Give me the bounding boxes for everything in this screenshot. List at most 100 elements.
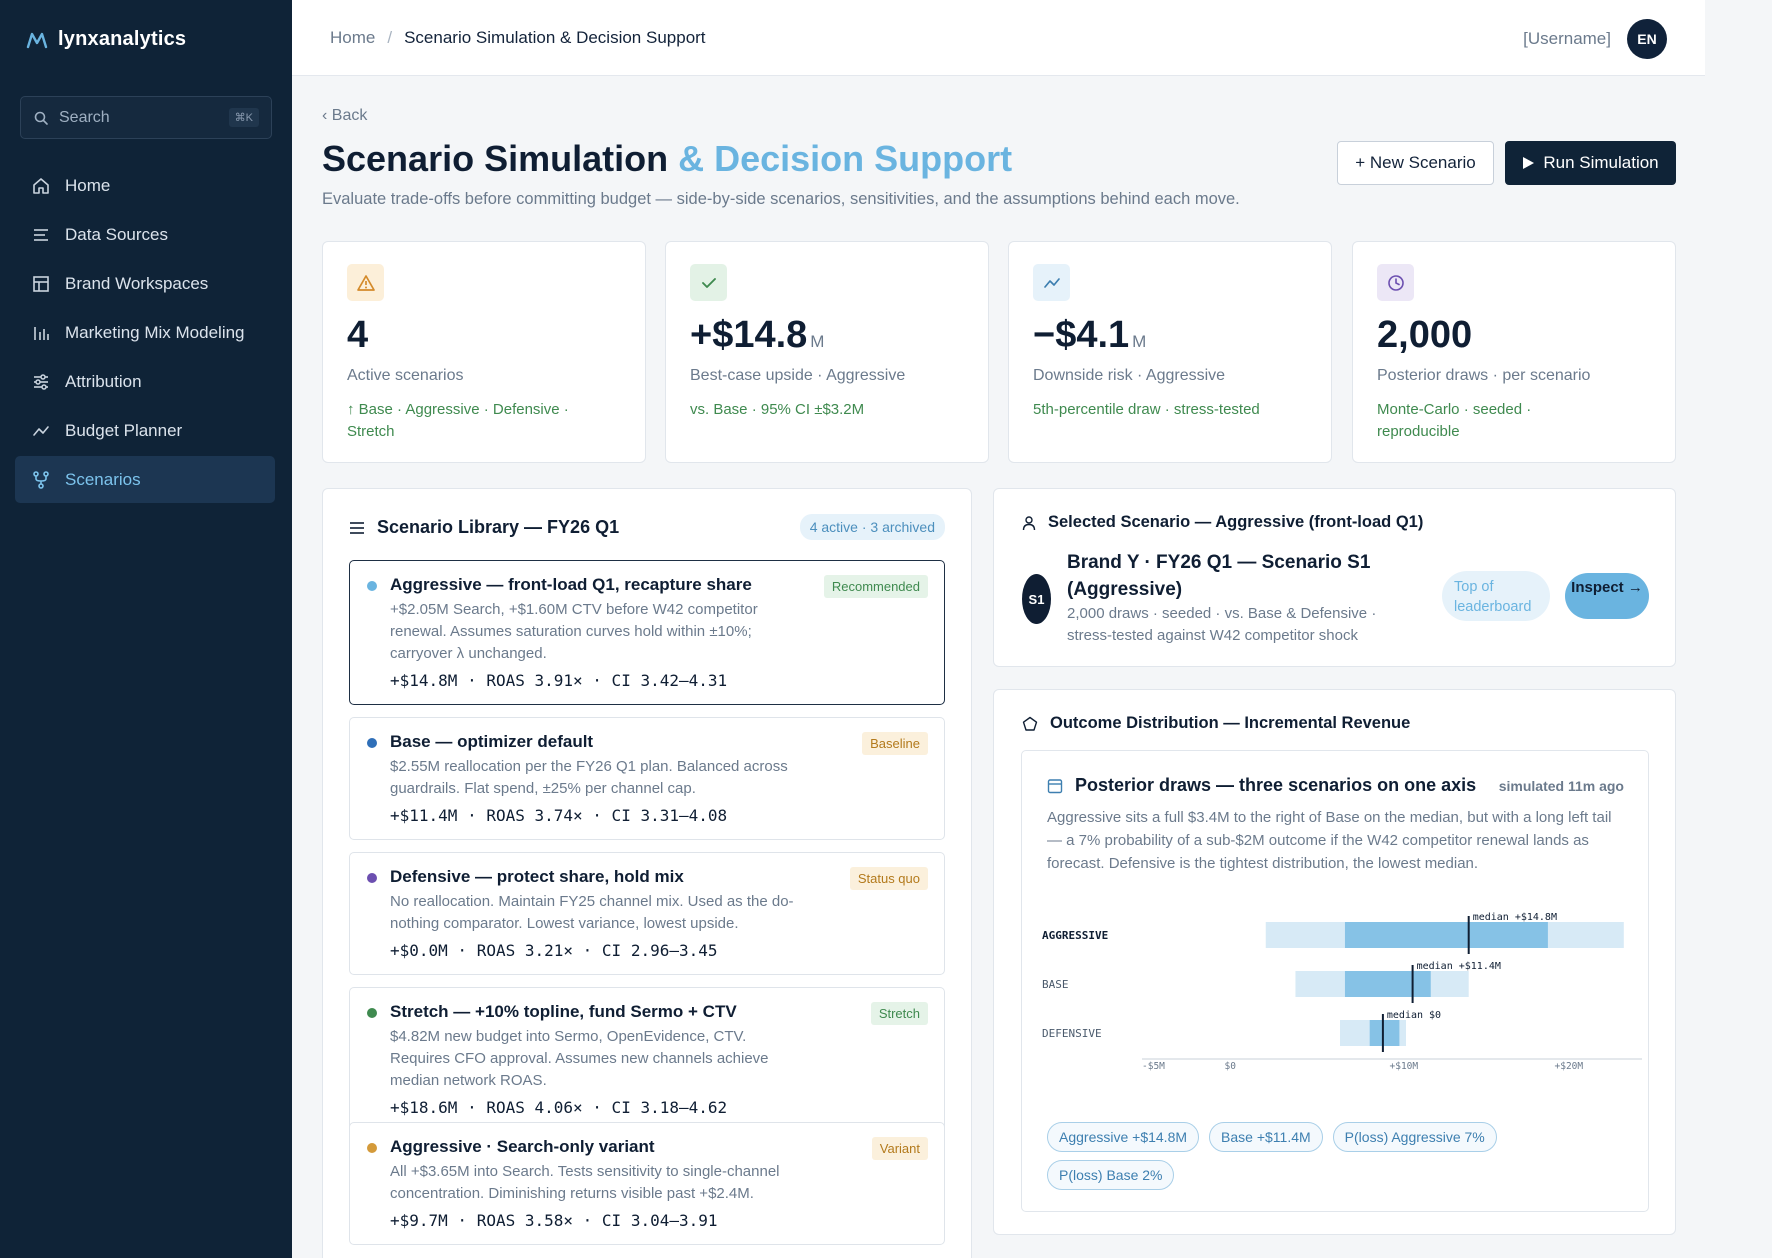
iqr-bar [1369,1020,1400,1046]
scenario-tag: Baseline [862,732,928,755]
lynx-logo-icon [26,32,48,48]
posterior-draws-header: Posterior draws — three scenarios on one… [1047,775,1476,796]
avatar[interactable]: EN [1627,19,1667,59]
kpi-label: Active scenarios [347,366,464,384]
kpi-label: Downside risk · Aggressive [1033,366,1226,384]
distribution-chart: AGGRESSIVE median +$14.8M BASE median +$11.… [1042,912,1642,1071]
scenario-metrics: +$0.0M · ROAS 3.21× · CI 2.96–3.45 [390,941,718,960]
run-simulation-button[interactable]: Run Simulation [1505,141,1676,185]
scenario-card-aggressive[interactable]: Aggressive — front-load Q1, recapture sh… [349,560,945,705]
layout-icon [33,275,49,292]
breadcrumb: Home / Scenario Simulation & Decision Su… [330,28,706,48]
scenario-title: Defensive — protect share, hold mix [390,867,684,886]
page-subtitle: Evaluate trade-offs before committing bu… [322,190,1240,208]
kpi-note: vs. Base · 95% CI ±$3.2M [690,400,865,418]
page-title-accent: & Decision Support [678,138,1013,179]
pentagon-icon [1022,716,1038,731]
search-input[interactable]: Search ⌘K [20,96,272,139]
outcome-distribution-panel: Outcome Distribution — Incremental Reven… [993,689,1676,1235]
search-shortcut: ⌘K [228,108,259,127]
sidebar-item-attribution[interactable]: Attribution [15,358,275,405]
selected-scenario-header: Selected Scenario — Aggressive (front-lo… [1022,513,1423,532]
median-label: median +$11.4M [1417,961,1501,972]
scenario-color-dot [367,1008,377,1018]
scenario-color-dot [367,873,377,883]
trend-icon [1033,264,1070,301]
back-link[interactable]: ‹ Back [322,107,368,124]
scenario-card-base[interactable]: Base — optimizer default $2.55M realloca… [349,717,945,840]
kpi-note: 5th-percentile draw · stress-tested [1033,400,1260,418]
search-icon [34,111,48,125]
chip-ploss-aggressive[interactable]: P(loss) Aggressive 7% [1332,1122,1497,1152]
scenario-tag: Variant [871,1137,928,1160]
scenario-card-defensive[interactable]: Defensive — protect share, hold mix No r… [349,852,945,975]
x-tick-label: +$20M [1555,1061,1584,1071]
page-title: Scenario Simulation & Decision Support [322,138,1012,180]
scenario-metrics: +$11.4M · ROAS 3.74× · CI 3.31–4.08 [390,806,728,825]
page-title-main: Scenario Simulation [322,138,669,179]
branch-icon [33,470,49,489]
scenario-color-dot [367,738,377,748]
kpi-label: Posterior draws · per scenario [1377,366,1591,384]
brand-name: lynxanalytics [58,28,187,50]
chip-aggressive-median[interactable]: Aggressive +$14.8M [1047,1122,1200,1152]
kpi-value: −$4.1 M [1033,314,1147,356]
kpi-card-active-scenarios: 4 Active scenarios ↑ Base · Aggressive ·… [322,241,646,463]
scenario-library-panel: Scenario Library — FY26 Q1 4 active · 3 … [322,488,972,1258]
check-icon [690,264,727,301]
scenario-badge: S1 [1022,574,1051,624]
kpi-value: 4 [347,314,369,356]
sidebar-item-label: Budget Planner [65,420,183,440]
scenario-color-dot [367,1143,377,1153]
run-simulation-label: Run Simulation [1543,153,1659,172]
inspect-button[interactable]: Inspect → [1565,573,1649,619]
calendar-icon [1047,778,1063,793]
scenario-metrics: +$18.6M · ROAS 4.06× · CI 3.18–4.62 [390,1098,728,1117]
sidebar-item-marketing-mix-modeling[interactable]: Marketing Mix Modeling [15,309,275,356]
new-scenario-button[interactable]: + New Scenario [1337,141,1494,185]
scenario-description: $4.82M new budget into Sermo, OpenEviden… [390,1028,769,1089]
kpi-label: Best-case upside · Aggressive [690,366,906,384]
scenario-card-search-variant[interactable]: Aggressive · Search-only variant All +$3… [349,1122,945,1245]
scenario-title: Aggressive — front-load Q1, recapture sh… [390,575,752,594]
sidebar-item-budget-planner[interactable]: Budget Planner [15,407,275,454]
x-tick-label: $0 [1225,1061,1237,1071]
iqr-bar [1344,971,1431,997]
sidebar-item-home[interactable]: Home [15,162,275,209]
sidebar-item-data-sources[interactable]: Data Sources [15,211,275,258]
scenario-description: All +$3.65M into Search. Tests sensitivi… [390,1163,780,1202]
posterior-draws-title: Posterior draws — three scenarios on one… [1075,775,1477,795]
x-tick-label: -$5M [1142,1061,1165,1071]
scenario-tag: Stretch [870,1002,928,1025]
chip-ploss-base[interactable]: P(loss) Base 2% [1047,1160,1175,1190]
scenario-library-title: Scenario Library — FY26 Q1 [377,517,620,537]
sidebar-item-brand-workspaces[interactable]: Brand Workspaces [15,260,275,307]
trend-icon [33,425,49,436]
sidebar-item-label: Data Sources [65,224,168,244]
scenario-count-badge: 4 active · 3 archived [799,514,945,540]
series-label: DEFENSIVE [1042,1027,1102,1040]
user-menu[interactable]: [Username] EN [1523,19,1667,59]
kpi-value: +$14.8 M [690,314,825,356]
warning-icon [347,264,384,301]
chip-base-median[interactable]: Base +$11.4M [1209,1122,1323,1152]
sidebar-item-label: Home [65,175,111,195]
scenario-tag: Status quo [849,867,928,890]
sidebar: lynxanalytics Search ⌘K Home Data Source… [0,0,292,1258]
brand-logo[interactable]: lynxanalytics [26,28,186,51]
scenario-card-stretch[interactable]: Stretch — +10% topline, fund Sermo + CTV… [349,987,945,1132]
selected-scenario-title: Selected Scenario — Aggressive (front-lo… [1048,513,1424,531]
kpi-card-downside-risk: −$4.1 M Downside risk · Aggressive 5th-pe… [1008,241,1332,463]
user-icon [1022,515,1036,530]
sidebar-item-scenarios[interactable]: Scenarios [15,456,275,503]
sidebar-nav: Home Data Sources Brand Workspaces Marke… [15,162,275,505]
sidebar-item-label: Scenarios [65,469,141,489]
leaderboard-badge: Top of leaderboard [1442,571,1550,621]
breadcrumb-home[interactable]: Home [330,28,376,47]
username: [Username] [1523,29,1611,48]
breadcrumb-current: Scenario Simulation & Decision Support [404,28,706,47]
scenario-tag: Recommended [823,575,928,598]
list-icon [34,228,48,241]
posterior-draws-description: Aggressive sits a full $3.4M to the righ… [1047,809,1612,872]
clock-icon [1377,264,1414,301]
